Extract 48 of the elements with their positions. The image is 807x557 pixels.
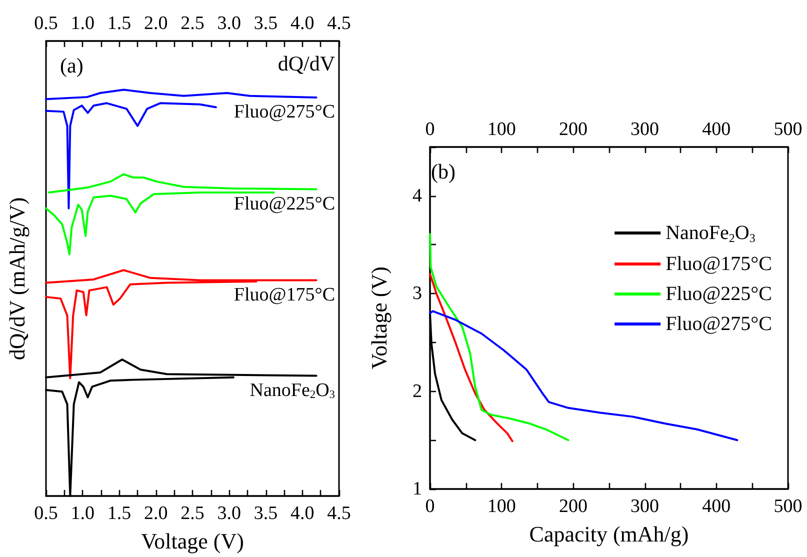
x2-tick-label: 1.5 bbox=[107, 13, 132, 34]
x2-tick-label: 3.5 bbox=[254, 13, 278, 34]
y-tick-label: 1 bbox=[412, 478, 422, 500]
annotation: (b) bbox=[431, 160, 456, 184]
legend-label: Fluo@175°C bbox=[666, 253, 772, 275]
legend-label: Fluo@275°C bbox=[666, 313, 772, 335]
x2-tick-label: 4.5 bbox=[327, 13, 351, 34]
x-tick-label: 2.0 bbox=[144, 503, 168, 524]
x-tick-label: 1.5 bbox=[107, 503, 132, 524]
x-tick-label: 200 bbox=[558, 496, 588, 517]
x-tick-label: 3.5 bbox=[254, 503, 278, 524]
x-tick-label: 0 bbox=[425, 496, 435, 517]
x-tick-label: 400 bbox=[702, 496, 731, 517]
x2-tick-label: 4.0 bbox=[290, 13, 314, 34]
x2-tick-label: 3.0 bbox=[217, 13, 241, 34]
x2-tick-label: 300 bbox=[630, 119, 660, 140]
x2-tick-label: 2.5 bbox=[180, 13, 204, 34]
x-tick-label: 2.5 bbox=[180, 503, 204, 524]
series-label: NanoFe2O3 bbox=[250, 380, 336, 401]
x-tick-label: 300 bbox=[630, 496, 660, 517]
x2-tick-label: 200 bbox=[558, 119, 588, 140]
x-tick-label: 4.5 bbox=[327, 503, 351, 524]
text: (a) bbox=[60, 54, 84, 78]
series-label: Fluo@175°C bbox=[234, 284, 336, 306]
x2-tick-label: 0.5 bbox=[34, 13, 58, 34]
x2-tick-label: 400 bbox=[702, 119, 731, 140]
x2-tick-label: 500 bbox=[774, 119, 802, 140]
x-tick-label: 4.0 bbox=[290, 503, 314, 524]
x2-tick-label: 2.0 bbox=[144, 13, 168, 34]
y-tick-label: 2 bbox=[412, 380, 422, 402]
y-axis-title: Voltage (V) bbox=[366, 266, 392, 370]
text: dQ/dV bbox=[278, 52, 336, 76]
y-axis-title: dQ/dV (mAh/g/V) bbox=[4, 197, 30, 360]
x-tick-label: 3.0 bbox=[217, 503, 241, 524]
x2-tick-label: 1.0 bbox=[70, 13, 94, 34]
y-tick-label: 4 bbox=[412, 185, 422, 206]
x-axis-title: Capacity (mAh/g) bbox=[529, 522, 689, 546]
x2-tick-label: 0 bbox=[425, 119, 435, 140]
x-tick-label: 1.0 bbox=[70, 503, 94, 524]
series-label: Fluo@275°C bbox=[234, 101, 336, 122]
x2-tick-label: 100 bbox=[487, 119, 516, 140]
x-tick-label: 100 bbox=[487, 496, 516, 517]
x-tick-label: 0.5 bbox=[34, 503, 58, 524]
series-label: Fluo@225°C bbox=[234, 193, 336, 214]
x-axis-title: Voltage (V) bbox=[141, 528, 244, 554]
y-tick-label: 3 bbox=[412, 283, 422, 304]
legend-label: Fluo@225°C bbox=[666, 283, 772, 305]
x-tick-label: 500 bbox=[774, 496, 802, 517]
